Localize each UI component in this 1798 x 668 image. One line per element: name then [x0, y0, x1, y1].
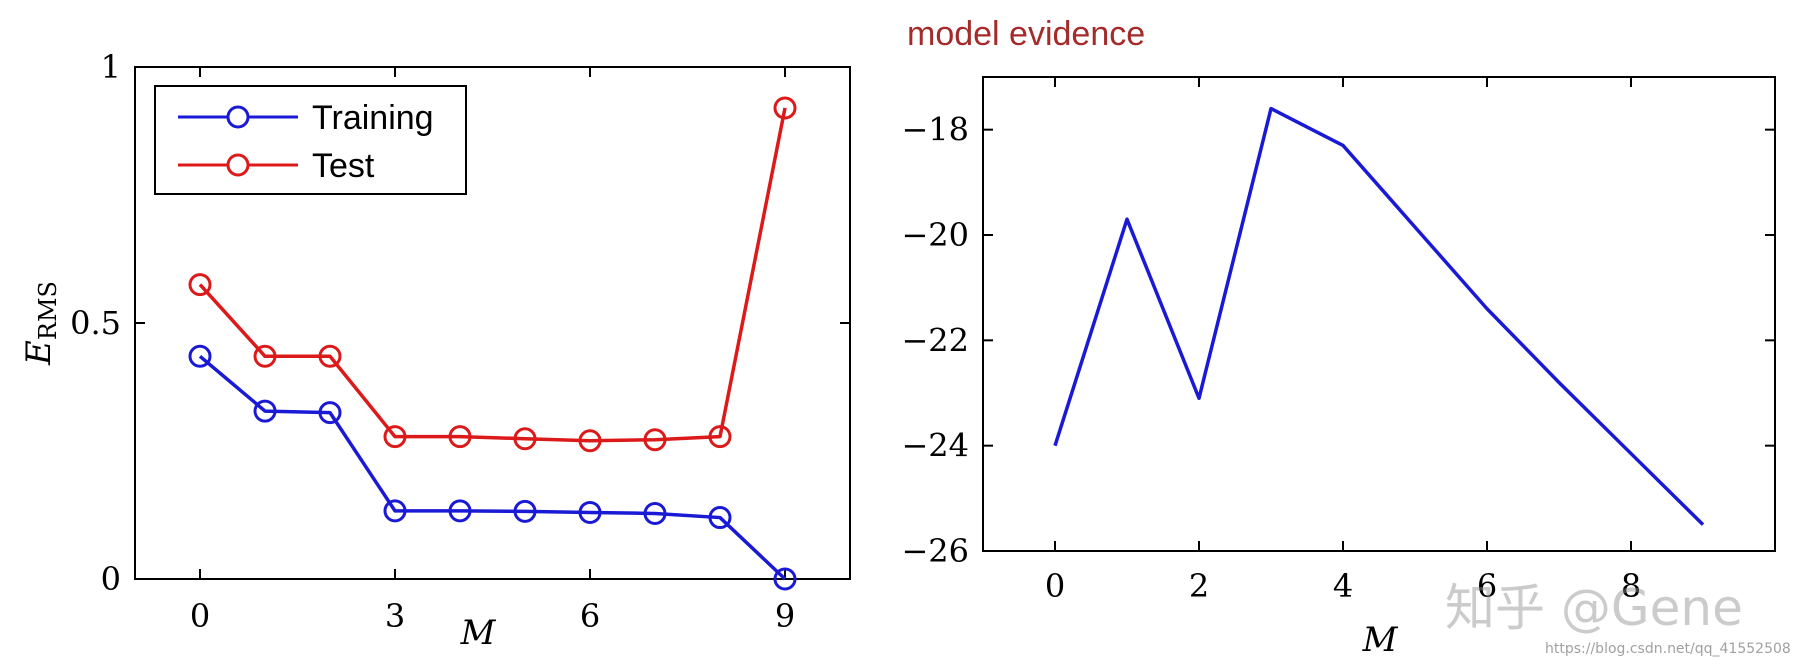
data-point-training [448, 499, 472, 523]
x-tick-label: 2 [1189, 567, 1209, 605]
data-point-training [188, 344, 212, 368]
y-tick-label: −26 [901, 532, 969, 570]
data-point-training [318, 401, 342, 425]
data-point-test [578, 429, 602, 453]
legend-label-test: Test [312, 147, 375, 185]
watermark-url: https://blog.csdn.net/qq_41552508 [1545, 641, 1791, 657]
data-point-test [253, 344, 277, 368]
x-tick-label: 8 [1621, 567, 1641, 605]
y-tick-label: −22 [901, 321, 969, 359]
data-point-test [708, 425, 732, 449]
series-line-training [198, 354, 787, 581]
legend: Training Test [154, 85, 467, 195]
series-line-test [198, 107, 787, 443]
data-point-test [188, 273, 212, 297]
y-tick-label: 0 [101, 560, 121, 598]
legend-box [154, 85, 467, 195]
data-point-training [253, 399, 277, 423]
x-tick-label: 9 [775, 597, 795, 635]
y-tick-label: 1 [101, 48, 121, 86]
x-tick-labels: 0 2 4 6 8 [1045, 567, 1641, 605]
y-tick-label: −24 [901, 427, 969, 465]
x-tick-label: 6 [580, 597, 600, 635]
legend-item-training: Training [178, 99, 434, 137]
legend-marker-training [226, 105, 250, 129]
watermark: 知乎 @Gene [1445, 579, 1743, 637]
x-tick-label: 0 [190, 597, 210, 635]
x-tick-label: 4 [1333, 567, 1353, 605]
tick-marks [135, 66, 850, 580]
y-tick-label: −20 [901, 216, 969, 254]
data-point-training [773, 567, 797, 591]
data-point-training [383, 499, 407, 523]
data-point-test [448, 425, 472, 449]
x-axis-label: M [460, 613, 497, 653]
y-tick-labels: 00.51 [70, 48, 121, 598]
data-point-test [643, 428, 667, 452]
series-group [188, 96, 797, 591]
model-evidence-chart: model evidence 0 2 4 6 8 −18 −20 −22 −24 −26 M [901, 15, 1776, 660]
data-point-test [318, 344, 342, 368]
legend-marker-test [226, 153, 250, 177]
y-tick-label: −18 [901, 111, 969, 149]
data-point-training [578, 500, 602, 524]
plot-frame [982, 76, 1776, 552]
data-point-training [708, 506, 732, 530]
chart-title: model evidence [907, 15, 1145, 53]
x-axis-label: M [1362, 620, 1399, 660]
legend-label-training: Training [312, 99, 434, 137]
x-tick-label: 6 [1477, 567, 1497, 605]
data-point-training [513, 499, 537, 523]
data-point-test [513, 427, 537, 451]
data-point-test [383, 425, 407, 449]
y-tick-labels: −18 −20 −22 −24 −26 [901, 111, 969, 570]
x-tick-labels: 0 3 6 9 [190, 597, 795, 635]
data-point-training [643, 501, 667, 525]
tick-marks [983, 77, 1775, 552]
series-group [1053, 106, 1705, 526]
series-line-evidence [1053, 106, 1705, 526]
y-axis-label: ERMS [19, 281, 62, 366]
data-point-test [773, 96, 797, 120]
x-tick-label: 0 [1045, 567, 1065, 605]
legend-item-test: Test [178, 147, 375, 185]
x-tick-label: 3 [385, 597, 405, 635]
y-tick-label: 0.5 [70, 304, 121, 342]
